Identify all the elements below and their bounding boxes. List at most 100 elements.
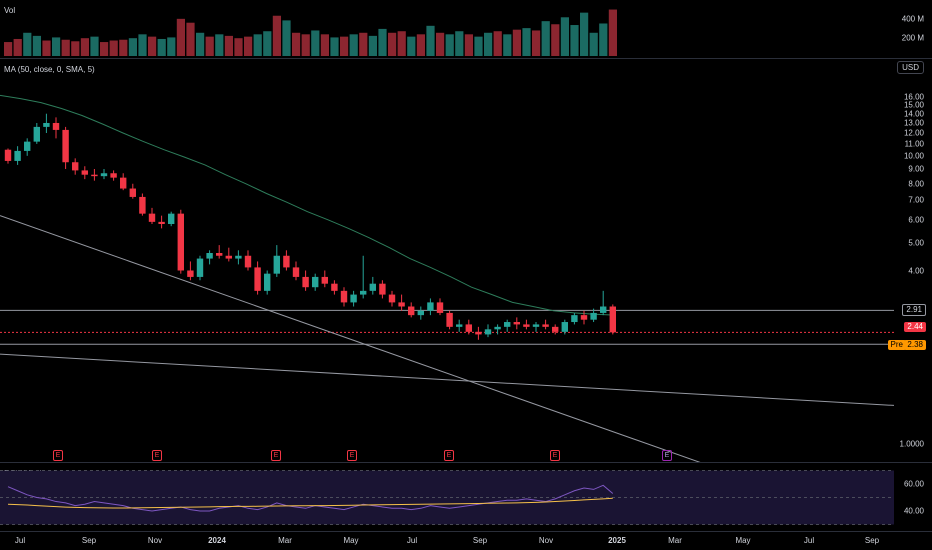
candle-body xyxy=(475,331,482,335)
volume-bar xyxy=(532,30,541,56)
volume-bar xyxy=(397,31,406,56)
candle-body xyxy=(158,221,165,224)
time-tick: May xyxy=(735,536,751,545)
volume-bar xyxy=(436,32,445,56)
pane-divider[interactable] xyxy=(0,531,932,532)
ma-indicator-label[interactable]: MA (50, close, 0, SMA, 5) xyxy=(4,65,95,74)
candle-body xyxy=(436,302,444,313)
volume-bar xyxy=(32,35,41,56)
volume-bar xyxy=(263,31,272,56)
price-chart[interactable] xyxy=(0,60,894,462)
volume-bar xyxy=(128,38,137,56)
volume-bar xyxy=(320,34,329,56)
volume-axis[interactable]: 400 M 200 M xyxy=(896,0,932,58)
earnings-icon[interactable]: E xyxy=(550,450,560,461)
candle-body xyxy=(110,173,117,178)
candle-body xyxy=(196,258,204,277)
rsi-tick: 60.00 xyxy=(903,479,924,489)
volume-bar xyxy=(407,36,416,56)
candle-body xyxy=(33,126,40,142)
volume-bar xyxy=(253,34,262,56)
price-tick: 15.00 xyxy=(903,100,924,110)
volume-bar xyxy=(282,20,291,56)
candle-body xyxy=(72,162,79,171)
candle-body xyxy=(254,267,261,291)
earnings-icon[interactable]: E xyxy=(444,450,454,461)
price-tag: 2.38 xyxy=(904,340,926,351)
candle-body xyxy=(417,310,424,316)
earnings-icon[interactable]: E xyxy=(347,450,357,461)
volume-bar xyxy=(484,32,493,56)
price-tick: 12.00 xyxy=(903,128,924,138)
candle-body xyxy=(52,122,60,130)
volume-bar xyxy=(80,38,89,56)
earnings-icon[interactable]: E xyxy=(271,450,281,461)
time-axis[interactable]: Jul Sep Nov 2024 Mar May Jul Sep Nov 2025 Mar May Ju… xyxy=(0,532,932,550)
candle-body xyxy=(4,149,12,161)
volume-bar xyxy=(119,39,128,56)
rsi-line xyxy=(7,484,614,512)
volume-bar xyxy=(196,32,205,56)
rsi-pane[interactable]: RSI (14, close) 60.00 40.00 xyxy=(0,463,932,531)
rsi-axis[interactable]: 60.00 40.00 xyxy=(896,463,932,531)
candle-body xyxy=(62,129,69,163)
currency-button[interactable]: USD xyxy=(897,61,924,74)
volume-bar xyxy=(541,21,550,56)
volume-bar xyxy=(416,34,425,56)
price-tick: 1.0000 xyxy=(899,439,924,449)
candle-body xyxy=(590,312,597,320)
volume-bar xyxy=(272,15,281,56)
volume-bars xyxy=(4,9,617,57)
candle-body xyxy=(273,255,280,274)
price-tick: 4.00 xyxy=(908,266,924,275)
price-tick: 13.00 xyxy=(903,118,924,128)
volume-pane[interactable]: Vol 400 M 200 M xyxy=(0,0,932,58)
price-pane[interactable]: MA (50, close, 0, SMA, 5) 16.00 15.00 14.0… xyxy=(0,60,932,462)
volume-bar xyxy=(522,28,531,56)
volume-bar xyxy=(349,34,358,56)
candle-body xyxy=(24,141,31,151)
candle-body xyxy=(379,283,386,295)
moving-average-line xyxy=(0,94,616,316)
volume-bar xyxy=(599,23,608,56)
time-tick: Sep xyxy=(864,536,880,545)
volume-bar xyxy=(493,31,502,56)
candle-body xyxy=(100,173,108,177)
price-tick: 16.00 xyxy=(903,92,924,102)
candle-body xyxy=(187,270,194,277)
pane-divider[interactable] xyxy=(0,462,932,463)
time-tick: Jul xyxy=(14,536,26,545)
rsi-tick: 40.00 xyxy=(903,506,924,516)
candle-body xyxy=(177,213,184,271)
candle-body xyxy=(129,188,136,197)
earnings-icon[interactable]: E xyxy=(53,450,63,461)
price-axis[interactable]: 16.00 15.00 14.00 13.00 12.00 11.00 10.00 9.00 8… xyxy=(887,60,932,462)
pane-divider[interactable] xyxy=(0,58,932,59)
candle-body xyxy=(609,306,616,333)
candle-body xyxy=(148,213,156,222)
candle-body xyxy=(43,122,50,127)
volume-bar xyxy=(378,28,387,56)
time-tick: Mar xyxy=(668,536,682,545)
price-tick: 6.00 xyxy=(908,215,924,225)
candle-body xyxy=(350,294,357,303)
volume-bar xyxy=(570,25,579,56)
volume-bar xyxy=(224,35,233,56)
candle-body xyxy=(484,329,492,335)
rsi-ma-line xyxy=(7,497,613,509)
volume-bar xyxy=(301,34,310,56)
candle-body xyxy=(264,273,271,291)
candle-body xyxy=(120,177,127,189)
price-tag: 2.44 xyxy=(904,321,926,332)
candle-body xyxy=(340,290,348,303)
candle-body xyxy=(81,170,88,175)
volume-label[interactable]: Vol xyxy=(4,6,16,15)
earnings-icon[interactable]: E xyxy=(152,450,162,461)
rsi-chart xyxy=(0,470,894,525)
candle-body xyxy=(456,324,463,327)
time-tick: Jul xyxy=(406,536,418,545)
earnings-icon[interactable]: E xyxy=(662,450,672,461)
candle-body xyxy=(552,326,559,332)
candle-body xyxy=(206,253,213,259)
time-tick: May xyxy=(343,536,359,545)
